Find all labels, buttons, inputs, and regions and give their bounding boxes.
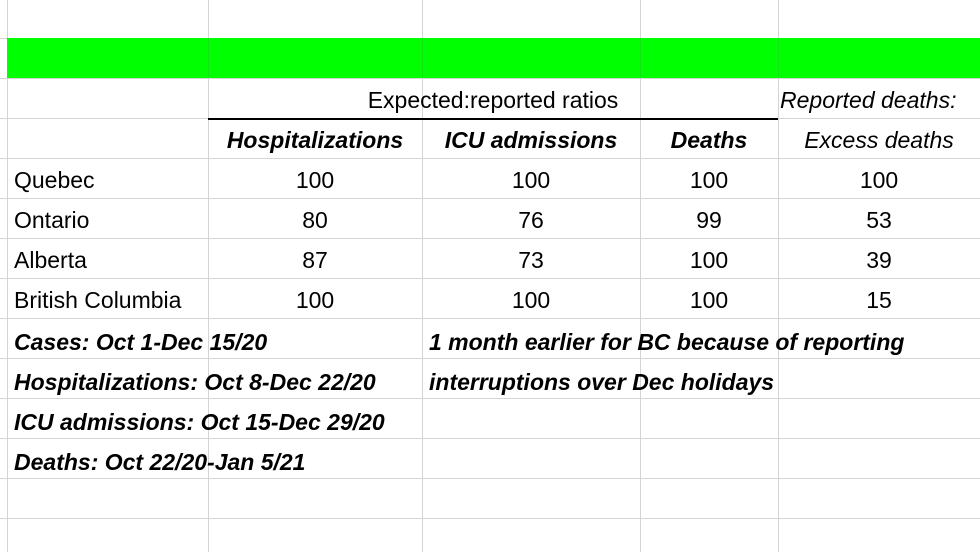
cell-deaths[interactable]: 100 bbox=[689, 247, 729, 273]
gridline-horizontal bbox=[0, 278, 980, 279]
gridline-horizontal bbox=[0, 478, 980, 479]
gridline-horizontal bbox=[0, 198, 980, 199]
cell-hospitalizations[interactable]: 87 bbox=[302, 247, 328, 273]
green-cell-separator bbox=[422, 38, 423, 78]
gridline-horizontal bbox=[0, 358, 980, 359]
row-label-ontario[interactable]: Ontario bbox=[14, 207, 90, 233]
cell-icu[interactable]: 76 bbox=[518, 207, 544, 233]
note-bc-line-2[interactable]: interruptions over Dec holidays bbox=[429, 369, 775, 395]
gridline-horizontal bbox=[0, 158, 980, 159]
row-label-quebec[interactable]: Quebec bbox=[14, 167, 95, 193]
gridline-vertical bbox=[640, 0, 641, 552]
note-bc-line-1[interactable]: 1 month earlier for BC because of report… bbox=[429, 329, 905, 355]
cell-hospitalizations[interactable]: 80 bbox=[302, 207, 328, 233]
cell-deaths[interactable]: 99 bbox=[696, 207, 722, 233]
gridline-horizontal bbox=[0, 78, 980, 79]
gridline-horizontal bbox=[0, 518, 980, 519]
note-cases[interactable]: Cases: Oct 1-Dec 15/20 bbox=[14, 329, 268, 355]
note-hospitalizations[interactable]: Hospitalizations: Oct 8-Dec 22/20 bbox=[14, 369, 376, 395]
green-cell-separator bbox=[640, 38, 641, 78]
cell-excess[interactable]: 100 bbox=[859, 167, 899, 193]
col-header-excess-deaths[interactable]: Excess deaths bbox=[804, 127, 954, 153]
gridline-vertical bbox=[422, 0, 423, 552]
cell-hospitalizations[interactable]: 100 bbox=[295, 287, 335, 313]
green-header-row[interactable] bbox=[7, 38, 980, 78]
cell-deaths[interactable]: 100 bbox=[689, 167, 729, 193]
gridline-vertical bbox=[7, 0, 8, 552]
col-header-deaths[interactable]: Deaths bbox=[670, 127, 748, 153]
col-header-icu[interactable]: ICU admissions bbox=[444, 127, 618, 153]
cell-icu[interactable]: 73 bbox=[518, 247, 544, 273]
note-deaths[interactable]: Deaths: Oct 22/20-Jan 5/21 bbox=[14, 449, 306, 475]
row-label-alberta[interactable]: Alberta bbox=[14, 247, 87, 273]
gridline-horizontal bbox=[0, 238, 980, 239]
header-reported-deaths[interactable]: Reported deaths: bbox=[780, 87, 957, 113]
cell-excess[interactable]: 39 bbox=[866, 247, 892, 273]
gridline-horizontal bbox=[0, 398, 980, 399]
header-underline bbox=[208, 118, 778, 120]
cell-icu[interactable]: 100 bbox=[511, 287, 551, 313]
cell-deaths[interactable]: 100 bbox=[689, 287, 729, 313]
cell-excess[interactable]: 53 bbox=[866, 207, 892, 233]
gridline-horizontal bbox=[0, 438, 980, 439]
gridline-vertical bbox=[208, 0, 209, 552]
col-header-hospitalizations[interactable]: Hospitalizations bbox=[226, 127, 404, 153]
note-icu[interactable]: ICU admissions: Oct 15-Dec 29/20 bbox=[14, 409, 385, 435]
gridline-horizontal bbox=[0, 318, 980, 319]
cell-excess[interactable]: 15 bbox=[866, 287, 892, 313]
gridline-vertical bbox=[778, 0, 779, 552]
cell-hospitalizations[interactable]: 100 bbox=[295, 167, 335, 193]
cell-icu[interactable]: 100 bbox=[511, 167, 551, 193]
header-expected-ratios[interactable]: Expected:reported ratios bbox=[367, 87, 619, 113]
green-cell-separator bbox=[778, 38, 779, 78]
row-label-british-columbia[interactable]: British Columbia bbox=[14, 287, 182, 313]
green-cell-separator bbox=[208, 38, 209, 78]
